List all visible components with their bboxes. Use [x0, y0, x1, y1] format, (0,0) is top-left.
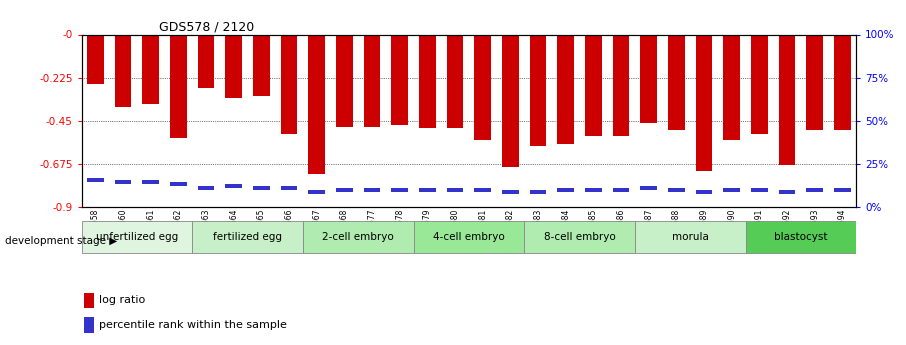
Bar: [723, 34, 740, 140]
Bar: [253, 34, 270, 96]
Text: percentile rank within the sample: percentile rank within the sample: [99, 320, 286, 330]
Bar: [115, 180, 131, 184]
Text: development stage ▶: development stage ▶: [5, 237, 117, 246]
Bar: [226, 34, 242, 98]
Bar: [170, 34, 187, 138]
Bar: [391, 34, 408, 125]
Bar: [391, 188, 408, 192]
Bar: [612, 188, 630, 192]
Bar: [336, 34, 352, 127]
Bar: [82, 221, 192, 253]
Bar: [641, 34, 657, 123]
Bar: [83, 293, 93, 308]
Bar: [253, 186, 270, 190]
Bar: [447, 188, 463, 192]
Bar: [142, 180, 159, 184]
Bar: [525, 221, 635, 253]
Bar: [192, 221, 303, 253]
Bar: [303, 221, 413, 253]
Bar: [751, 188, 767, 192]
Bar: [198, 34, 215, 88]
Bar: [585, 188, 602, 192]
Bar: [530, 34, 546, 146]
Bar: [87, 178, 103, 182]
Bar: [447, 34, 463, 128]
Bar: [834, 34, 851, 130]
Bar: [751, 34, 767, 134]
Bar: [413, 221, 525, 253]
Bar: [635, 221, 746, 253]
Bar: [806, 188, 823, 192]
Bar: [87, 34, 103, 84]
Bar: [696, 189, 712, 194]
Bar: [142, 34, 159, 104]
Bar: [641, 186, 657, 190]
Bar: [226, 184, 242, 188]
Text: 2-cell embryo: 2-cell embryo: [323, 232, 394, 242]
Bar: [834, 188, 851, 192]
Bar: [557, 188, 574, 192]
Bar: [502, 34, 518, 167]
Text: log ratio: log ratio: [99, 295, 145, 305]
Text: blastocyst: blastocyst: [774, 232, 827, 242]
Text: fertilized egg: fertilized egg: [213, 232, 282, 242]
Bar: [746, 221, 856, 253]
Text: morula: morula: [671, 232, 708, 242]
Bar: [336, 188, 352, 192]
Bar: [308, 189, 325, 194]
Bar: [806, 34, 823, 130]
Bar: [83, 317, 93, 333]
Bar: [281, 186, 297, 190]
Bar: [557, 34, 574, 144]
Bar: [585, 34, 602, 136]
Text: unfertilized egg: unfertilized egg: [96, 232, 178, 242]
Bar: [778, 189, 795, 194]
Bar: [502, 189, 518, 194]
Bar: [115, 34, 131, 107]
Bar: [723, 188, 740, 192]
Bar: [668, 34, 685, 130]
Bar: [696, 34, 712, 170]
Text: 8-cell embryo: 8-cell embryo: [544, 232, 615, 242]
Bar: [530, 189, 546, 194]
Bar: [198, 186, 215, 190]
Bar: [363, 188, 381, 192]
Bar: [475, 34, 491, 140]
Bar: [308, 34, 325, 175]
Bar: [419, 34, 436, 128]
Bar: [668, 188, 685, 192]
Text: 4-cell embryo: 4-cell embryo: [433, 232, 505, 242]
Bar: [475, 188, 491, 192]
Bar: [612, 34, 630, 136]
Bar: [419, 188, 436, 192]
Bar: [778, 34, 795, 165]
Bar: [281, 34, 297, 134]
Bar: [363, 34, 381, 127]
Text: GDS578 / 2120: GDS578 / 2120: [159, 20, 255, 33]
Bar: [170, 182, 187, 186]
